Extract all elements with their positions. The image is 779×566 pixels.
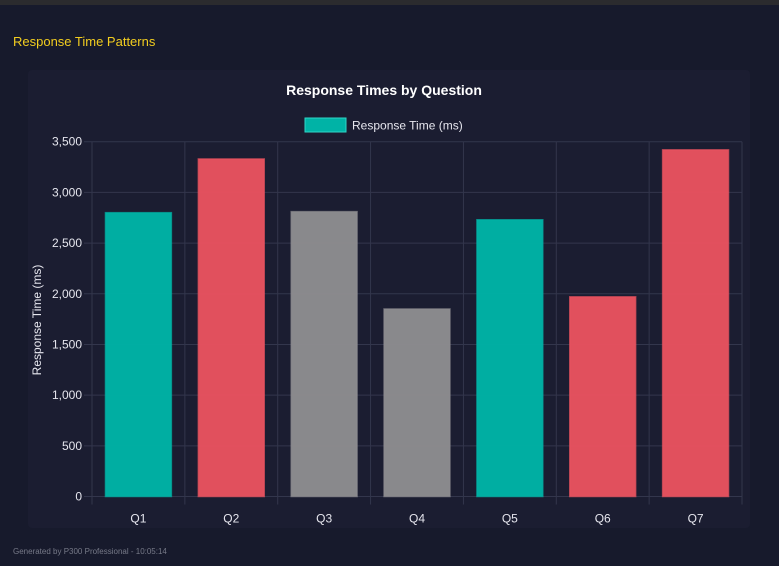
x-tick-label: Q5 (502, 512, 518, 526)
y-tick-label: 1,000 (52, 388, 82, 402)
bar-q1 (104, 211, 173, 498)
bar-q4 (383, 308, 451, 498)
x-tick-label: Q1 (130, 512, 146, 526)
x-tick-label: Q2 (223, 512, 239, 526)
bar-q3 (290, 210, 358, 498)
y-tick-label: 3,000 (52, 185, 82, 199)
bar-q2 (197, 158, 265, 498)
x-tick-label: Q6 (595, 512, 611, 526)
legend-label: Response Time (ms) (352, 119, 463, 133)
y-tick-label: 2,500 (52, 236, 82, 250)
legend-swatch (304, 117, 347, 133)
section-title: Response Time Patterns (13, 34, 156, 49)
y-axis-label: Response Time (ms) (30, 265, 44, 376)
x-tick-label: Q4 (409, 512, 425, 526)
x-tick-label: Q3 (316, 512, 332, 526)
bar-q7 (661, 149, 730, 498)
bar-q6 (569, 296, 637, 498)
y-tick-label: 1,500 (52, 337, 82, 351)
chart-title: Response Times by Question (286, 82, 482, 98)
y-tick-label: 2,000 (52, 287, 82, 301)
top-bar (0, 0, 779, 5)
y-tick-label: 3,500 (52, 135, 82, 149)
y-tick-label: 500 (62, 439, 82, 453)
y-tick-label: 0 (75, 490, 82, 504)
bar-q5 (476, 219, 544, 498)
footer-text: Generated by P300 Professional - 10:05:1… (13, 547, 167, 556)
x-tick-label: Q7 (688, 512, 704, 526)
